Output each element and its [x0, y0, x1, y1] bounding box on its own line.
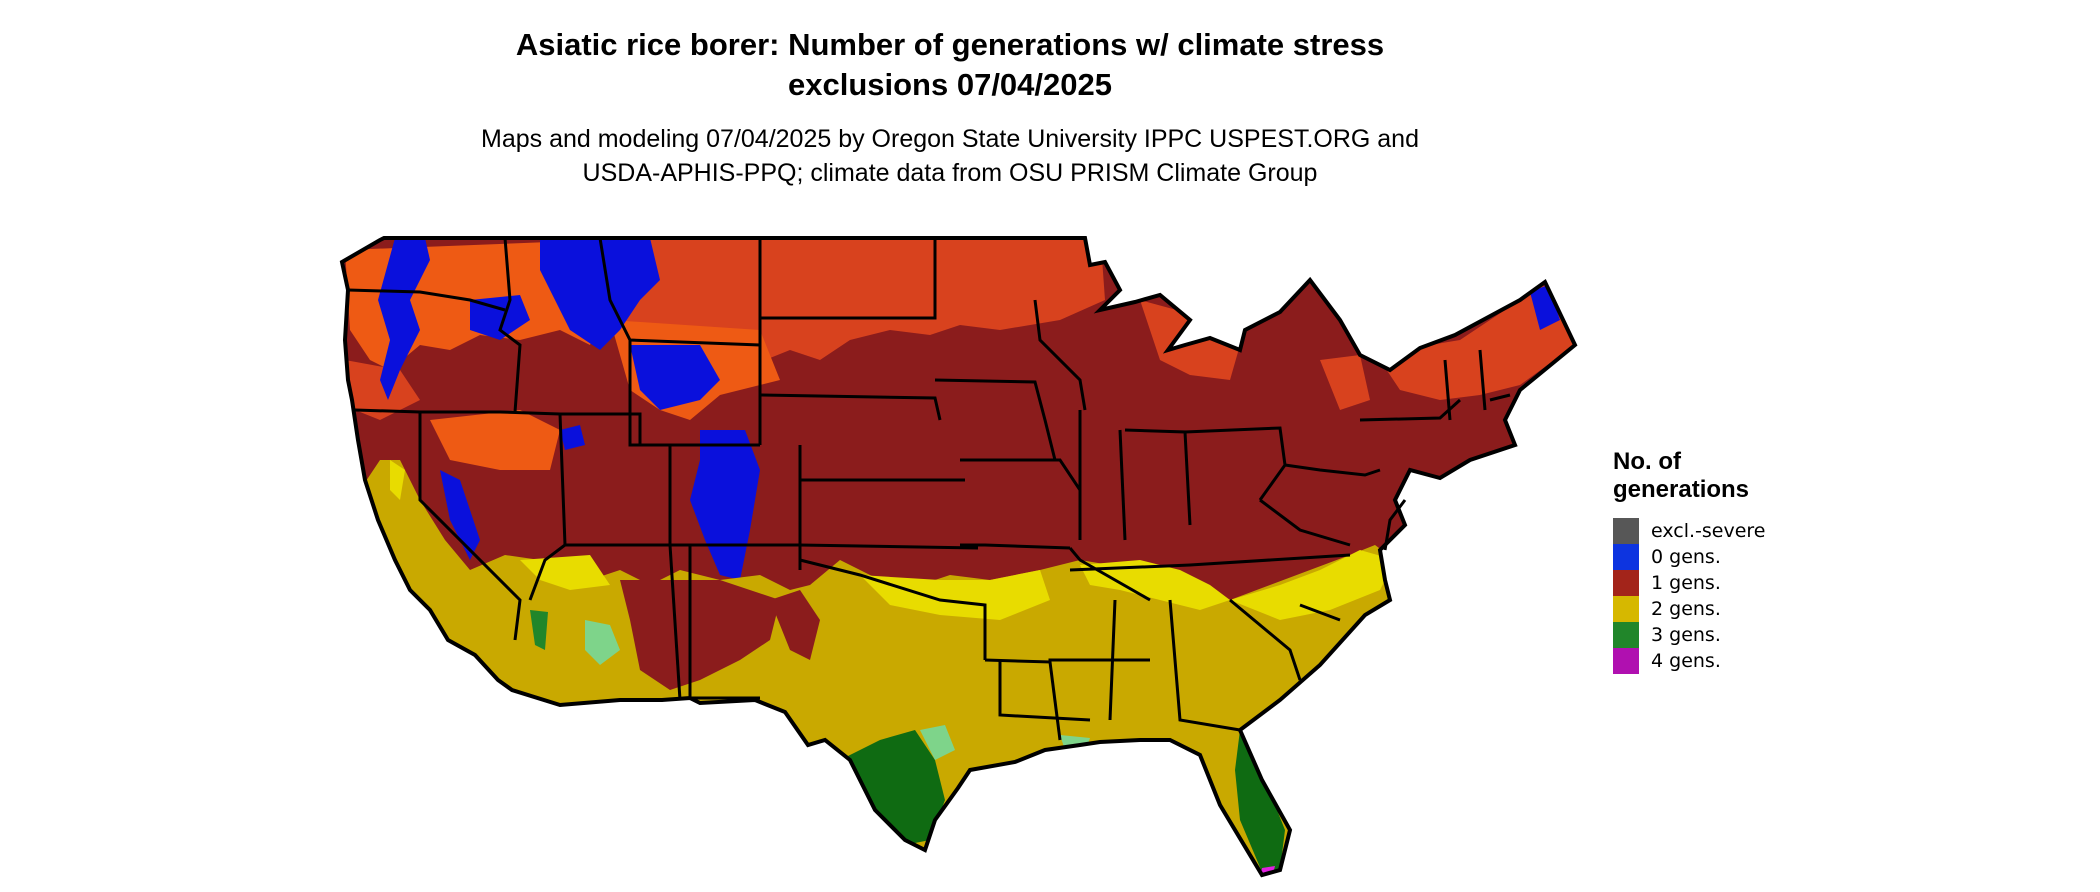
yellowstone-0gen: [630, 345, 720, 410]
legend-swatch: [1613, 596, 1639, 622]
legend-swatch: [1613, 570, 1639, 596]
maine-0gen: [1530, 285, 1560, 330]
map-subtitle-line1: Maps and modeling 07/04/2025 by Oregon S…: [481, 125, 1419, 153]
sierra-nevada-0gen: [440, 470, 480, 560]
south-texas-3gen: [840, 730, 945, 845]
cascades-0gen: [378, 238, 430, 400]
south-florida-3gen: [1235, 730, 1285, 872]
imperial-valley-3gen: [530, 610, 548, 650]
oregon-coast-1gen: [345, 360, 420, 420]
map-subtitle-line2: USDA-APHIS-PPQ; climate data from OSU PR…: [582, 159, 1318, 187]
legend-label: 4 gens.: [1651, 650, 1721, 672]
legend-title-line1: No. of: [1613, 448, 1681, 475]
state-borders: [340, 236, 1577, 877]
legend-item-1-gens: 1 gens.: [1613, 570, 1873, 596]
houston-3gen-light: [920, 725, 955, 760]
map-title-line1: Asiatic rice borer: Number of generation…: [515, 27, 1385, 62]
legend-swatch: [1613, 622, 1639, 648]
arizona-desert-3gen-light: [585, 620, 620, 665]
legend-item-3-gens: 3 gens.: [1613, 622, 1873, 648]
west-texas-1gen: [770, 590, 820, 660]
northern-rockies-0gen: [540, 238, 660, 350]
legend-label: 0 gens.: [1651, 546, 1721, 568]
southwest-plateau-1gen: [620, 580, 780, 690]
great-basin-1gen-orange: [430, 410, 560, 470]
colorado-rockies-0gen: [690, 430, 760, 580]
legend-label: 1 gens.: [1651, 572, 1721, 594]
tennessee-valley-2gen-bright: [1080, 560, 1230, 610]
great-basin-0gen-patch: [560, 425, 585, 450]
sacramento-2gen: [390, 460, 405, 500]
map-title-line2: exclusions 07/04/2025: [787, 67, 1112, 102]
legend-label: 3 gens.: [1651, 624, 1721, 646]
new-england-1gen-light: [1380, 285, 1575, 400]
us-generations-map: [340, 236, 1577, 877]
carolinas-2gen-bright: [1230, 550, 1395, 620]
legend-label: 2 gens.: [1651, 598, 1721, 620]
legend-item-excl-severe: excl.-severe: [1613, 518, 1873, 544]
legend-swatch: [1613, 648, 1639, 674]
legend-title-line2: generations: [1613, 476, 1750, 503]
generations-legend: No. of generations excl.-severe 0 gens. …: [1613, 448, 1873, 678]
legend-item-4-gens: 4 gens.: [1613, 648, 1873, 674]
legend-swatch: [1613, 518, 1639, 544]
legend-item-2-gens: 2 gens.: [1613, 596, 1873, 622]
oklahoma-2gen-bright: [860, 570, 1050, 620]
adirondack-1gen-light: [1320, 355, 1370, 410]
legend-label: excl.-severe: [1651, 520, 1766, 542]
legend-swatch: [1613, 544, 1639, 570]
blue-mountains-0gen: [470, 295, 530, 340]
legend-item-0-gens: 0 gens.: [1613, 544, 1873, 570]
